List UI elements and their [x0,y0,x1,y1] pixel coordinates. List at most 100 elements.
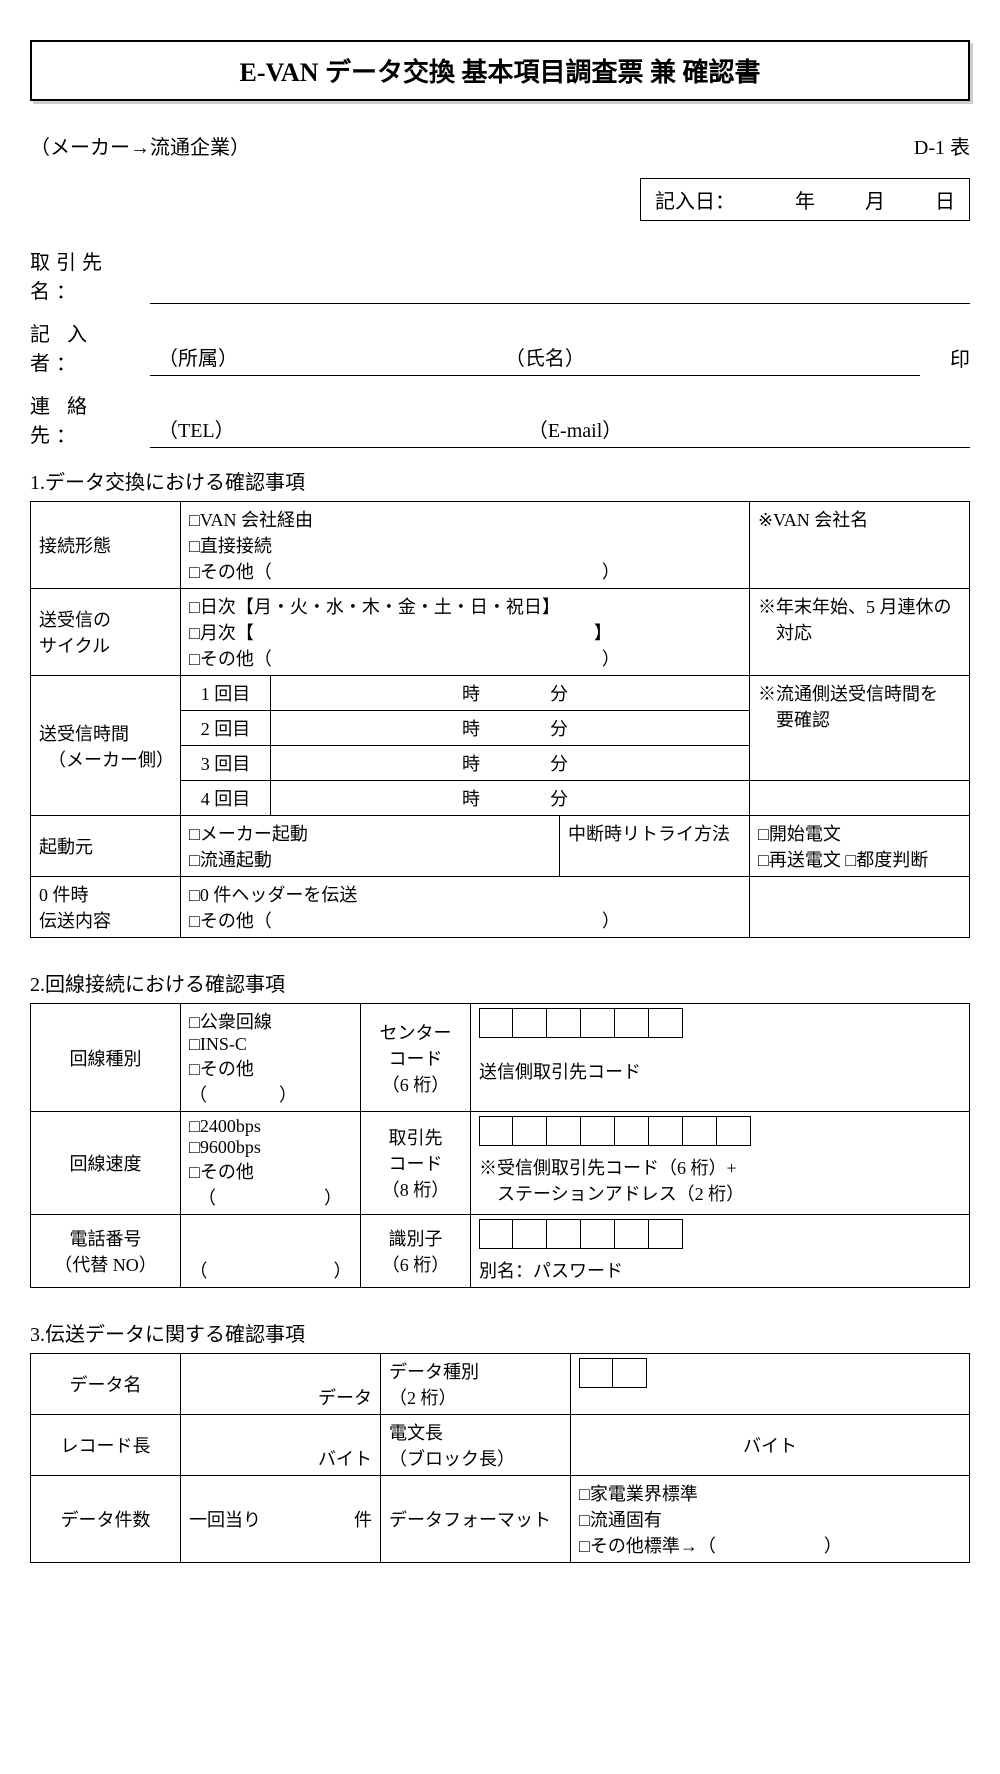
s2-partnercode-label: 取引先 コード （8 桁） [361,1112,471,1215]
identifier-boxes[interactable] [479,1219,961,1249]
s1-time-4-val[interactable]: 時分 [271,781,750,816]
s3-count-cell[interactable]: 一回当り 件 [181,1476,381,1563]
code-cell[interactable] [649,1008,683,1038]
code-cell[interactable] [613,1358,647,1388]
s1-conn-opt-direct[interactable]: □直接接続 [189,532,741,558]
subtitle-left: （メーカー→流通企業） [30,131,250,160]
s1-connection-opts[interactable]: □VAN 会社経由 □直接接続 □その他（） [181,502,750,589]
s1-trigger-opts[interactable]: □メーカー起動 □流通起動 [181,816,560,877]
subtitle-row: （メーカー→流通企業） D-1 表 [30,131,970,160]
code-cell[interactable] [683,1116,717,1146]
s3-msglen-label: 電文長 （ブロック長） [381,1415,571,1476]
code-cell[interactable] [581,1219,615,1249]
code-cell[interactable] [547,1116,581,1146]
code-cell[interactable] [547,1219,581,1249]
s1-zero-header[interactable]: □0 件ヘッダーを伝送 [189,881,741,907]
s2-centercode-cell[interactable]: 送信側取引先コード [471,1004,970,1112]
data-type-boxes[interactable] [579,1358,961,1388]
s1-zero-blank [750,877,970,938]
code-cell[interactable] [649,1116,683,1146]
s2-sp-2400[interactable]: □2400bps [189,1116,352,1137]
s3-dataname-label: データ名 [31,1354,181,1415]
s1-retry-start[interactable]: □開始電文 [758,820,961,846]
code-cell[interactable] [479,1116,513,1146]
code-cell[interactable] [615,1219,649,1249]
code-cell[interactable] [649,1219,683,1249]
section3-head: 3.伝送データに関する確認事項 [30,1318,970,1347]
s2-lt-public[interactable]: □公衆回線 [189,1008,352,1034]
contact-value[interactable]: （TEL） （E-mail） [150,412,970,448]
s3-fmt-kaden[interactable]: □家電業界標準 [579,1480,961,1506]
s1-conn-opt-other[interactable]: □その他（ [189,562,272,582]
s1-time-1-m: 分 [550,684,568,704]
partner-value[interactable] [150,297,970,304]
s2-partnercode-cell[interactable]: ※受信側取引先コード（6 桁）+ ステーションアドレス（2 桁） [471,1112,970,1215]
partner-label: 取引先名： [30,246,150,304]
s3-fmt-ryutsu[interactable]: □流通固有 [579,1506,961,1532]
s2-linetype-opts[interactable]: □公衆回線 □INS-C □その他（ ） [181,1004,361,1112]
seal-mark: 印 [920,343,970,376]
s2-sp-other-paren[interactable]: （ ） [189,1184,352,1210]
s1-cycle-opts[interactable]: □日次【月・火・水・木・金・土・日・祝日】 □月次【】 □その他（） [181,589,750,676]
s2-identifier-label: 識別子 （6 桁） [361,1215,471,1288]
entrant-row: 記 入 者： （所属） （氏名） 印 [30,318,970,376]
s2-lt-insc[interactable]: □INS-C [189,1034,352,1055]
s1-time-1-val[interactable]: 時分 [271,676,750,711]
code-cell[interactable] [513,1008,547,1038]
s2-linetype-label: 回線種別 [31,1004,181,1112]
code-cell[interactable] [513,1219,547,1249]
s1-connection-note: ※VAN 会社名 [750,502,970,589]
s1-trigger-dist[interactable]: □流通起動 [189,846,551,872]
s1-connection-label: 接続形態 [31,502,181,589]
s1-zero-other-pre[interactable]: □その他（ [189,911,272,931]
s3-fmt-other[interactable]: □その他標準→（ ） [579,1532,961,1558]
s1-time-2-h: 時 [462,719,480,739]
partner-code-boxes[interactable] [479,1116,961,1146]
code-cell[interactable] [581,1008,615,1038]
entrant-value[interactable]: （所属） （氏名） [150,340,920,376]
s1-cycle-note: ※年末年始、5 月連休の 対応 [750,589,970,676]
code-cell[interactable] [513,1116,547,1146]
s1-cycle-daily[interactable]: □日次【月・火・水・木・金・土・日・祝日】 [189,593,741,619]
code-cell[interactable] [547,1008,581,1038]
s1-cycle-monthly-pre[interactable]: □月次【 [189,623,254,643]
contact-row: 連 絡 先： （TEL） （E-mail） [30,390,970,448]
s3-count-unit: 件 [354,1506,372,1532]
s2-sp-other[interactable]: □その他 [189,1158,352,1184]
s1-retry-label: 中断時リトライ方法 [560,816,750,877]
s1-time-2-val[interactable]: 時分 [271,711,750,746]
s3-datatype-cell[interactable] [571,1354,970,1415]
code-cell[interactable] [479,1219,513,1249]
code-cell[interactable] [579,1358,613,1388]
code-cell[interactable] [717,1116,751,1146]
code-cell[interactable] [615,1116,649,1146]
contact-tel: （TEL） [158,414,528,443]
s1-time-4-m: 分 [550,789,568,809]
date-month: 月 [865,185,885,214]
s2-phone-val[interactable]: （ ） [181,1215,361,1288]
s1-time-3-m: 分 [550,754,568,774]
s3-reclen-unit: バイト [181,1415,381,1476]
subtitle-right: D-1 表 [914,131,970,160]
s2-centercode-label: センター コード （6 桁） [361,1004,471,1112]
s1-retry-resend[interactable]: □再送電文 □都度判断 [758,846,961,872]
s2-lt-other[interactable]: □その他（ ） [189,1055,352,1107]
s1-time-3-val[interactable]: 時分 [271,746,750,781]
s1-retry-opts[interactable]: □開始電文 □再送電文 □都度判断 [750,816,970,877]
section1-head: 1.データ交換における確認事項 [30,466,970,495]
s3-msglen-unit: バイト [571,1415,970,1476]
center-code-boxes[interactable] [479,1008,961,1038]
s3-format-label: データフォーマット [381,1476,571,1563]
s1-trigger-maker[interactable]: □メーカー起動 [189,820,551,846]
s1-zero-opts[interactable]: □0 件ヘッダーを伝送 □その他（） [181,877,750,938]
s2-sp-9600[interactable]: □9600bps [189,1137,352,1158]
code-cell[interactable] [479,1008,513,1038]
s2-identifier-cell[interactable]: 別名：パスワード [471,1215,970,1288]
s2-speed-opts[interactable]: □2400bps □9600bps □その他 （ ） [181,1112,361,1215]
s1-conn-opt-van[interactable]: □VAN 会社経由 [189,506,741,532]
s3-format-opts[interactable]: □家電業界標準 □流通固有 □その他標準→（ ） [571,1476,970,1563]
s1-cycle-other-pre[interactable]: □その他（ [189,649,272,669]
code-cell[interactable] [581,1116,615,1146]
contact-label: 連 絡 先： [30,390,150,448]
code-cell[interactable] [615,1008,649,1038]
